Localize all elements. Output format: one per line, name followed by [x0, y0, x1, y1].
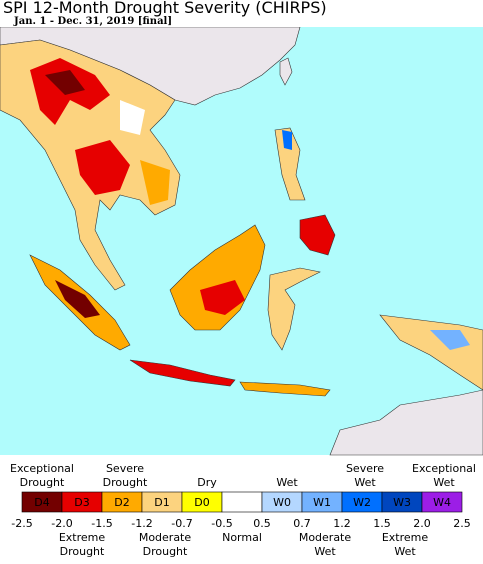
map [0, 26, 483, 456]
legend-boundary: 0.7 [293, 517, 311, 530]
legend-code: W0 [273, 496, 291, 509]
legend-boundary: 1.5 [373, 517, 391, 530]
legend-label: Wet [433, 476, 455, 489]
mindanao [299, 214, 336, 256]
legend-boundary: 0.5 [253, 517, 271, 530]
legend-label: Wet [314, 545, 336, 558]
legend-boundary: 1.2 [333, 517, 351, 530]
legend-code: D1 [154, 496, 169, 509]
subtitle: Jan. 1 - Dec. 31, 2019 [final] [13, 16, 172, 27]
legend-boundary: -0.5 [211, 517, 232, 530]
drought-area [55, 280, 100, 318]
legend-label: Extreme [59, 531, 106, 544]
legend-label: Wet [354, 476, 376, 489]
legend-code: W1 [313, 496, 331, 509]
wet-area [430, 330, 470, 350]
wet-area [282, 130, 292, 150]
legend-label: Moderate [299, 531, 352, 544]
legend-label: Wet [276, 476, 298, 489]
legend-label: Severe [346, 462, 384, 475]
legend-swatch [421, 491, 463, 513]
legend-code: D2 [114, 496, 129, 509]
legend-label: Severe [106, 462, 144, 475]
drought-area [75, 140, 130, 195]
legend-label: Drought [60, 545, 105, 558]
legend-boundary: 2.0 [413, 517, 431, 530]
legend-code: D4 [34, 496, 49, 509]
drought-area [200, 280, 245, 315]
title: SPI 12-Month Drought Severity (CHIRPS) [3, 0, 327, 17]
legend-code: W2 [353, 496, 371, 509]
legend-label: Wet [394, 545, 416, 558]
legend-label: Drought [143, 545, 188, 558]
legend-code: W4 [433, 496, 451, 509]
legend-boundary: -1.2 [131, 517, 152, 530]
legend-code: D3 [74, 496, 89, 509]
legend-boundary: -2.5 [11, 517, 32, 530]
legend-label: Normal [222, 531, 262, 544]
legend-boundary: 2.5 [453, 517, 471, 530]
sulawesi [267, 267, 321, 351]
legend-code: D0 [194, 496, 209, 509]
java [129, 359, 236, 387]
legend-code: W3 [393, 496, 411, 509]
legend-label: Drought [103, 476, 148, 489]
normal-area [120, 100, 145, 135]
legend-swatch [221, 491, 263, 513]
legend-label: Extreme [382, 531, 429, 544]
legend-boundary: -0.7 [171, 517, 192, 530]
legend-label: Dry [197, 476, 217, 489]
lesser-sunda [239, 381, 331, 397]
borneo [169, 224, 266, 331]
legend: D4 D3 D2 D1 D0 W0 W1 W2 W3 W4 -2.5 -2.0 -1.5 -1.2 -0.7… [10, 462, 476, 558]
legend-label: Exceptional [10, 462, 74, 475]
luzon [274, 127, 306, 201]
legend-label: Exceptional [412, 462, 476, 475]
taiwan [279, 57, 293, 86]
header-band [0, 0, 483, 27]
drought-area [140, 160, 170, 205]
drought-area [45, 70, 85, 95]
legend-boundary: -2.0 [51, 517, 72, 530]
legend-label: Drought [20, 476, 65, 489]
legend-label: Moderate [139, 531, 192, 544]
australia [329, 389, 483, 456]
legend-boundary: -1.5 [91, 517, 112, 530]
